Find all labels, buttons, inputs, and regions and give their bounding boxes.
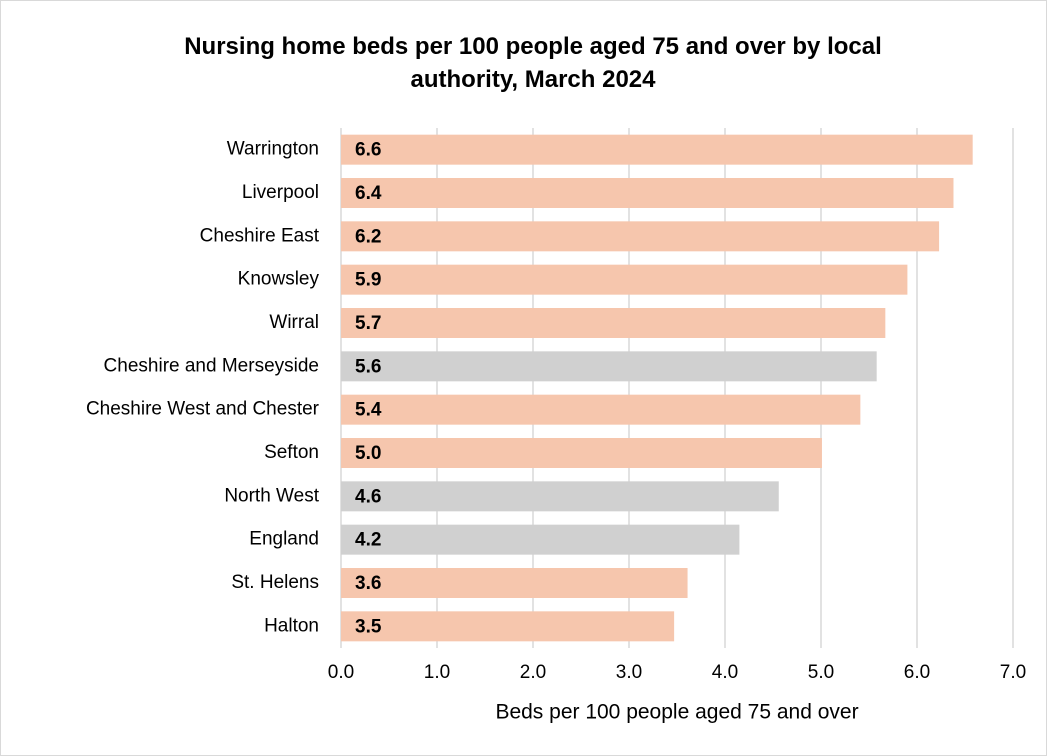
value-label: 4.2 xyxy=(355,530,381,551)
bar xyxy=(341,264,908,295)
y-tick-label: England xyxy=(249,529,319,550)
value-label: 5.6 xyxy=(355,356,381,377)
y-tick-label: Warrington xyxy=(227,139,319,160)
y-tick-label: Sefton xyxy=(264,442,319,463)
x-tick-label: 0.0 xyxy=(328,662,354,683)
x-tick-label: 3.0 xyxy=(616,662,642,683)
value-label: 5.4 xyxy=(355,400,382,421)
value-label: 4.6 xyxy=(355,486,381,507)
y-tick-label: Cheshire and Merseyside xyxy=(104,355,319,376)
bar xyxy=(341,524,740,555)
bar xyxy=(341,221,940,252)
bar xyxy=(341,568,688,598)
value-label: 6.4 xyxy=(355,183,382,204)
bar xyxy=(341,438,822,468)
x-tick-label: 2.0 xyxy=(520,662,546,683)
bar xyxy=(341,308,886,338)
value-label: 6.2 xyxy=(355,226,381,247)
y-tick-label: Cheshire East xyxy=(200,225,320,246)
bar xyxy=(341,178,954,208)
x-tick-label: 1.0 xyxy=(424,662,450,683)
value-label: 5.9 xyxy=(355,270,381,291)
x-tick-label: 4.0 xyxy=(712,662,738,683)
bar xyxy=(341,134,973,165)
value-label: 3.5 xyxy=(355,616,382,637)
y-tick-label: North West xyxy=(224,485,319,506)
value-label: 5.0 xyxy=(355,443,381,464)
y-tick-label: Halton xyxy=(264,615,319,636)
chart-title: Nursing home beds per 100 people aged 75… xyxy=(184,33,882,93)
y-tick-label: Wirral xyxy=(269,312,319,333)
bar xyxy=(341,394,861,425)
x-tick-label: 6.0 xyxy=(904,662,930,683)
value-label: 5.7 xyxy=(355,313,381,334)
value-label: 6.6 xyxy=(355,140,381,161)
x-tick-label: 5.0 xyxy=(808,662,834,683)
y-tick-label: Liverpool xyxy=(242,182,319,203)
x-axis-title: Beds per 100 people aged 75 and over xyxy=(495,701,858,724)
bar xyxy=(341,351,877,382)
y-tick-label: Knowsley xyxy=(238,269,320,290)
bar xyxy=(341,611,675,642)
y-tick-label: Cheshire West and Chester xyxy=(86,399,320,420)
value-label: 3.6 xyxy=(355,573,381,594)
x-tick-label: 7.0 xyxy=(1000,662,1026,683)
y-tick-label: St. Helens xyxy=(231,572,319,593)
bar xyxy=(341,481,779,512)
